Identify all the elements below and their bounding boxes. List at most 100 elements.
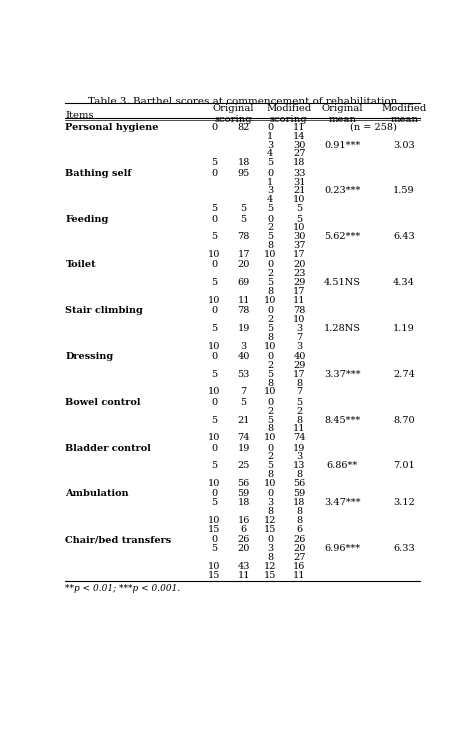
Text: 10: 10 [208, 387, 220, 396]
Text: 0: 0 [267, 398, 273, 407]
Text: 5: 5 [296, 214, 302, 223]
Text: 2: 2 [296, 407, 302, 416]
Text: 11: 11 [293, 424, 306, 433]
Text: 29: 29 [293, 361, 306, 370]
Text: 18: 18 [237, 158, 250, 168]
Text: 0: 0 [211, 123, 217, 132]
Text: 56: 56 [237, 479, 250, 488]
Text: Bowel control: Bowel control [65, 398, 141, 407]
Text: 15: 15 [264, 525, 276, 533]
Text: 4.34: 4.34 [393, 278, 415, 287]
Text: 15: 15 [208, 571, 220, 580]
Text: 0: 0 [267, 352, 273, 361]
Text: 0: 0 [267, 260, 273, 269]
Text: 0: 0 [211, 306, 217, 315]
Text: 8.45***: 8.45*** [324, 416, 360, 424]
Text: 2: 2 [267, 407, 273, 416]
Text: 10: 10 [293, 315, 306, 324]
Text: Original
mean: Original mean [321, 105, 363, 124]
Text: Modified
mean: Modified mean [382, 105, 427, 124]
Text: 1.59: 1.59 [393, 186, 415, 195]
Text: 40: 40 [293, 352, 306, 361]
Text: Bladder control: Bladder control [65, 444, 151, 453]
Text: 10: 10 [208, 296, 220, 305]
Text: 43: 43 [237, 562, 250, 571]
Text: 10: 10 [264, 479, 276, 488]
Text: 17: 17 [237, 250, 250, 259]
Text: 8: 8 [267, 424, 273, 433]
Text: 2: 2 [267, 315, 273, 324]
Text: 27: 27 [293, 553, 306, 562]
Text: 0: 0 [267, 535, 273, 544]
Text: 12: 12 [264, 516, 276, 525]
Text: 7: 7 [296, 387, 302, 396]
Text: 6.33: 6.33 [393, 544, 415, 553]
Text: 2: 2 [267, 453, 273, 462]
Text: 11: 11 [237, 571, 250, 580]
Text: 8.70: 8.70 [393, 416, 415, 424]
Text: Bathing self: Bathing self [65, 168, 132, 178]
Text: 3: 3 [267, 186, 273, 195]
Text: Items: Items [65, 111, 94, 120]
Text: 0: 0 [267, 168, 273, 178]
Text: 16: 16 [293, 562, 306, 571]
Text: 8: 8 [267, 553, 273, 562]
Text: 10: 10 [208, 250, 220, 259]
Text: 20: 20 [293, 260, 306, 269]
Text: 0: 0 [267, 444, 273, 453]
Text: 5: 5 [211, 158, 217, 168]
Text: 8: 8 [267, 507, 273, 516]
Text: 5: 5 [241, 204, 247, 213]
Text: 10: 10 [208, 433, 220, 442]
Text: 4: 4 [267, 195, 273, 204]
Text: 37: 37 [293, 241, 306, 250]
Text: 5: 5 [211, 416, 217, 424]
Text: 12: 12 [264, 562, 276, 571]
Text: 5: 5 [241, 398, 247, 407]
Text: Original
scoring: Original scoring [212, 105, 254, 124]
Text: 0.91***: 0.91*** [324, 141, 360, 150]
Text: 8: 8 [296, 507, 302, 516]
Text: 10: 10 [208, 341, 220, 351]
Text: 6: 6 [241, 525, 247, 533]
Text: 40: 40 [237, 352, 250, 361]
Text: 30: 30 [293, 232, 306, 241]
Text: 8: 8 [296, 470, 302, 479]
Text: 0: 0 [211, 168, 217, 178]
Text: 26: 26 [293, 535, 306, 544]
Text: 20: 20 [237, 544, 250, 553]
Text: 53: 53 [237, 370, 250, 378]
Text: 5: 5 [267, 204, 273, 213]
Text: 4.51NS: 4.51NS [324, 278, 361, 287]
Text: 0: 0 [211, 535, 217, 544]
Text: 18: 18 [237, 499, 250, 508]
Text: 5: 5 [211, 370, 217, 378]
Text: 20: 20 [237, 260, 250, 269]
Text: 8: 8 [267, 378, 273, 387]
Text: 6: 6 [296, 525, 302, 533]
Text: 78: 78 [237, 306, 250, 315]
Text: 5: 5 [267, 158, 273, 168]
Text: 17: 17 [293, 370, 306, 378]
Text: 33: 33 [293, 168, 306, 178]
Text: 0: 0 [211, 352, 217, 361]
Text: Ambulation: Ambulation [65, 490, 129, 499]
Text: 6.43: 6.43 [393, 232, 415, 241]
Text: Feeding: Feeding [65, 214, 109, 223]
Text: 4: 4 [267, 149, 273, 159]
Text: 11: 11 [293, 123, 306, 132]
Text: 74: 74 [293, 433, 306, 442]
Text: 25: 25 [237, 462, 250, 470]
Text: 10: 10 [208, 479, 220, 488]
Text: 5: 5 [267, 324, 273, 333]
Text: 21: 21 [237, 416, 250, 424]
Text: 3.37***: 3.37*** [324, 370, 360, 378]
Text: 3.12: 3.12 [393, 499, 415, 508]
Text: 3: 3 [296, 341, 302, 351]
Text: 7: 7 [296, 332, 302, 342]
Text: 6.86**: 6.86** [327, 462, 358, 470]
Text: Modified
scoring: Modified scoring [266, 105, 311, 124]
Text: 5: 5 [211, 499, 217, 508]
Text: 82: 82 [237, 123, 250, 132]
Text: Dressing: Dressing [65, 352, 114, 361]
